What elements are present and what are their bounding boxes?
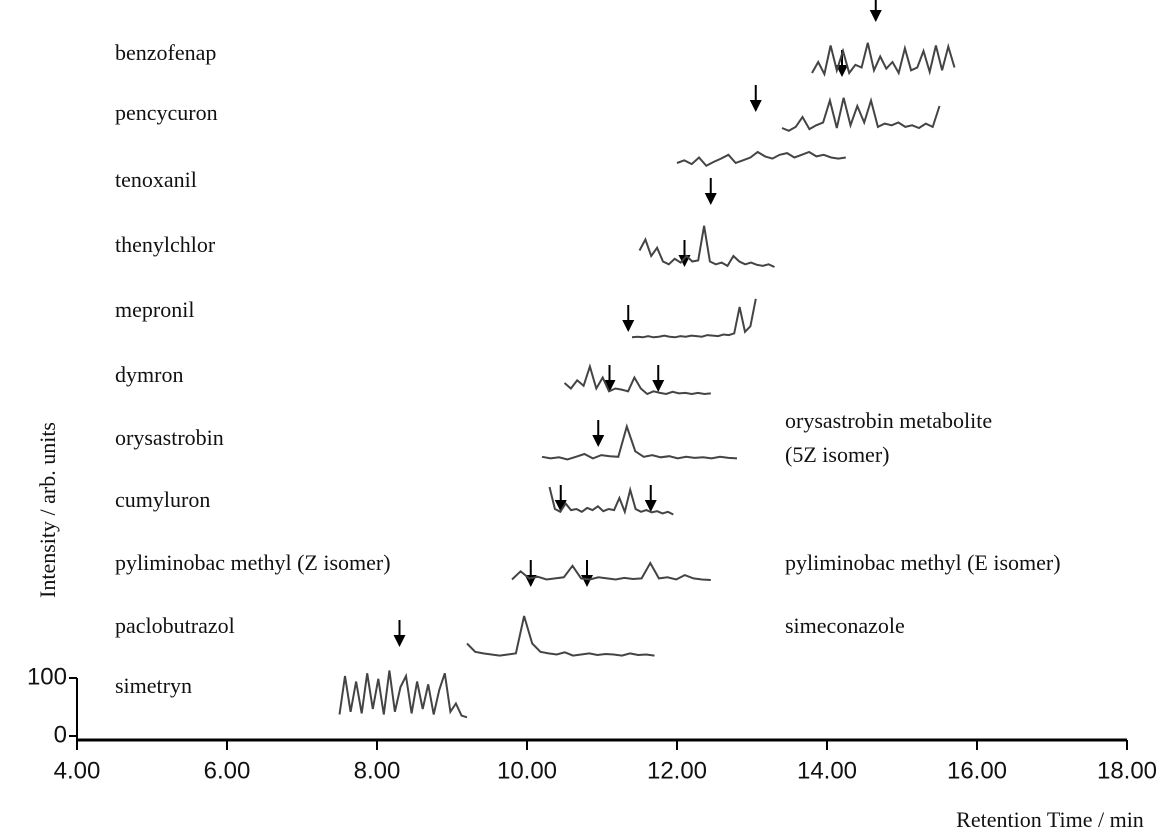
compound-label: cumyluron	[115, 487, 210, 512]
arrow-head	[644, 500, 657, 512]
x-tick-label: 6.00	[204, 757, 251, 784]
compound-label: mepronil	[115, 297, 194, 322]
arrow-head	[592, 435, 605, 447]
compound-label: benzofenap	[115, 40, 216, 65]
arrow-head	[869, 10, 882, 22]
x-tick-label: 8.00	[354, 757, 401, 784]
chromatogram-trace	[541, 423, 738, 461]
chromatogram-trace	[676, 150, 846, 168]
chromatogram-trace	[563, 363, 711, 396]
x-axis-label: Retention Time / min	[956, 807, 1144, 832]
compound-label: pyliminobac methyl (Z isomer)	[115, 550, 391, 575]
chromatogram-trace	[638, 225, 775, 268]
compound-label: pencycuron	[115, 100, 218, 125]
compound-label: tenoxanil	[115, 167, 197, 192]
chromatogram-trace	[511, 560, 711, 581]
compound-label: thenylchlor	[115, 232, 216, 257]
arrow-head	[622, 320, 635, 332]
arrow-head	[652, 380, 665, 392]
compound-label: paclobutrazol	[115, 613, 235, 638]
y-tick-label: 0	[54, 721, 67, 748]
x-tick-label: 12.00	[647, 757, 707, 784]
isomer-label: orysastrobin metabolite	[785, 408, 992, 433]
arrow-head	[836, 65, 848, 77]
x-tick-label: 10.00	[497, 757, 557, 784]
arrow-head	[749, 100, 762, 112]
arrow-head	[603, 380, 616, 392]
chromatogram-trace	[631, 298, 757, 339]
isomer-label: simeconazole	[785, 613, 905, 638]
x-tick-label: 14.00	[797, 757, 857, 784]
y-axis-label: Intensity / arb. units	[35, 422, 60, 598]
chromatogram-trace	[466, 615, 655, 657]
arrow-head	[704, 193, 717, 205]
chromatogram-trace	[548, 485, 674, 516]
compound-label: orysastrobin	[115, 425, 224, 450]
chromatogram-trace	[781, 96, 941, 132]
x-tick-label: 16.00	[947, 757, 1007, 784]
x-tick-label: 18.00	[1097, 757, 1157, 784]
arrow-head	[581, 575, 593, 587]
chromatogram-trace	[811, 42, 956, 78]
isomer-label: pyliminobac methyl (E isomer)	[785, 550, 1061, 575]
compound-label: simetryn	[115, 673, 192, 698]
x-tick-label: 4.00	[54, 757, 101, 784]
compound-label: dymron	[115, 362, 183, 387]
isomer-label: (5Z isomer)	[785, 442, 889, 467]
chromatogram-trace	[338, 670, 468, 719]
y-tick-label: 100	[27, 663, 67, 690]
arrow-head	[554, 500, 567, 512]
arrow-head	[393, 635, 406, 647]
